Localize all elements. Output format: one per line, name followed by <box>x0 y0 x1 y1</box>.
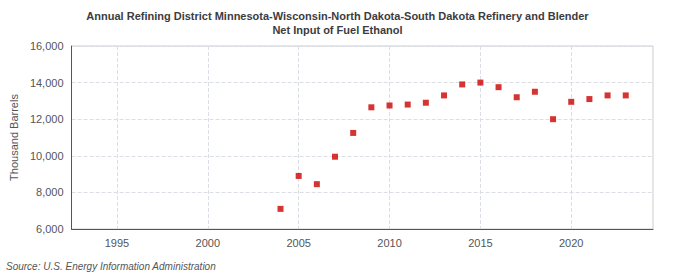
svg-text:2015: 2015 <box>468 237 492 249</box>
svg-text:2000: 2000 <box>196 237 220 249</box>
svg-text:Thousand Barrels: Thousand Barrels <box>8 94 20 181</box>
svg-text:16,000: 16,000 <box>30 40 64 52</box>
svg-text:2005: 2005 <box>286 237 310 249</box>
svg-text:Annual Refining District Minne: Annual Refining District Minnesota-Wisco… <box>86 10 589 22</box>
svg-text:1995: 1995 <box>105 237 129 249</box>
svg-text:8,000: 8,000 <box>36 186 64 198</box>
svg-text:Source: U.S. Energy Informatio: Source: U.S. Energy Information Administ… <box>6 261 216 272</box>
svg-text:14,000: 14,000 <box>30 77 64 89</box>
svg-text:Net Input of Fuel Ethanol: Net Input of Fuel Ethanol <box>272 24 402 36</box>
svg-text:2020: 2020 <box>559 237 583 249</box>
svg-text:6,000: 6,000 <box>36 223 64 235</box>
svg-text:12,000: 12,000 <box>30 113 64 125</box>
svg-text:10,000: 10,000 <box>30 150 64 162</box>
svg-text:2010: 2010 <box>377 237 401 249</box>
